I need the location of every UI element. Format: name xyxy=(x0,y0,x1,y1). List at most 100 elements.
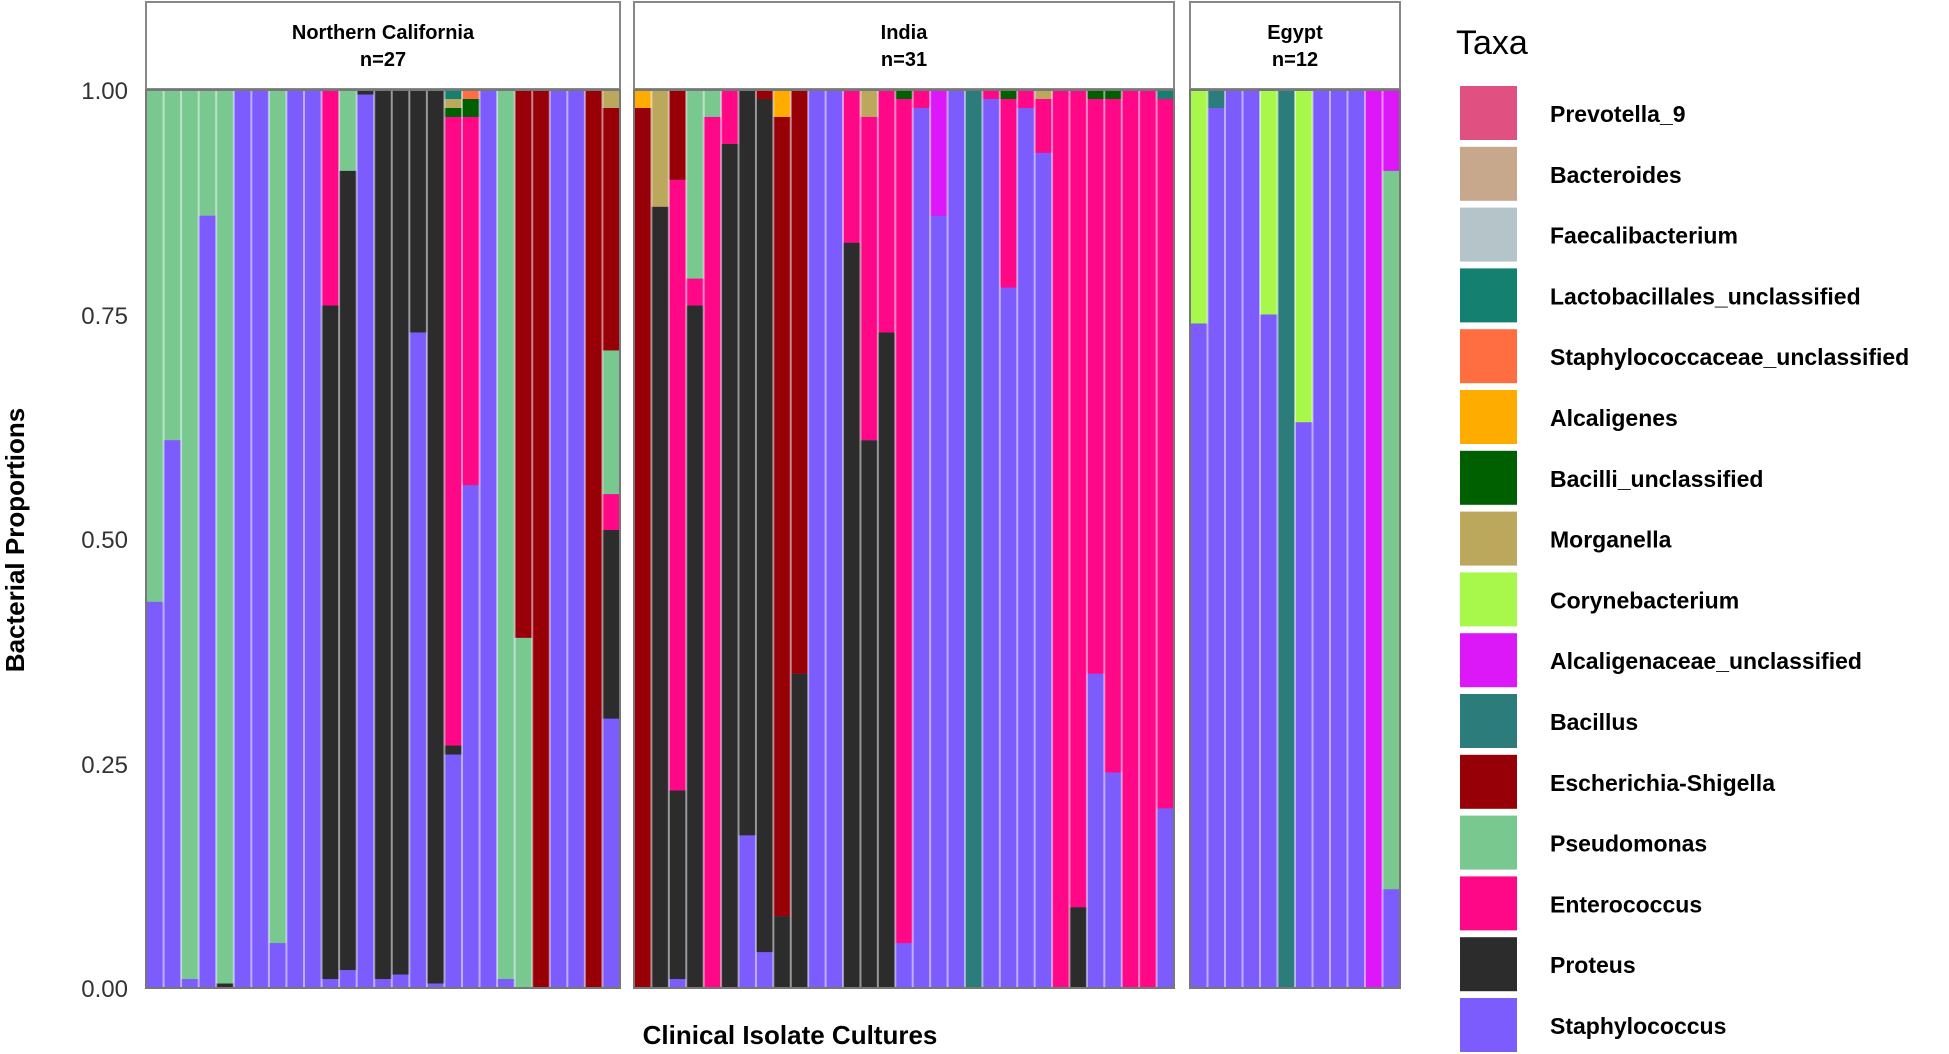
bar xyxy=(1016,90,1035,988)
bar xyxy=(998,90,1018,988)
legend-swatch xyxy=(1460,572,1517,627)
bar xyxy=(303,90,322,988)
bar xyxy=(1033,90,1053,989)
bar-segment-escherichia-shigella xyxy=(790,90,809,674)
bar-segment-staphylococcus xyxy=(1312,90,1330,988)
bar xyxy=(425,90,445,988)
bar-segment-proteus xyxy=(356,90,375,95)
bar xyxy=(601,90,620,988)
y-tick-label: 0.75 xyxy=(81,303,128,330)
bar-segment-pseudomonas xyxy=(602,350,620,495)
bar xyxy=(1364,90,1383,988)
bar-segment-staphylococcus xyxy=(947,90,965,988)
facet-title: India xyxy=(881,22,929,44)
bar-segment-pseudomonas xyxy=(514,637,533,988)
bar xyxy=(1329,90,1348,988)
bar-segment-enterococcus xyxy=(1086,98,1105,674)
bar-segment-proteus xyxy=(651,206,669,989)
legend-label: Faecalibacterium xyxy=(1550,223,1738,249)
bar-segment-proteus xyxy=(409,90,427,333)
bar-segment-proteus xyxy=(339,170,357,971)
bar xyxy=(667,90,687,988)
bar xyxy=(566,90,585,988)
bar-segment-staphylococcus xyxy=(982,98,1000,989)
bar xyxy=(876,90,896,989)
bar-segment-staphylococcus xyxy=(808,90,826,988)
bar-segment-proteus xyxy=(773,916,791,988)
bar-segment-staphylococcus xyxy=(286,90,304,988)
bar-segment-bacilli_unclassified xyxy=(1104,90,1122,99)
bar-segment-enterococcus xyxy=(860,116,878,441)
bar-segment-alcaligenaceae_unclassified xyxy=(930,90,948,216)
bar-segment-corynebacterium xyxy=(1295,90,1313,423)
bar-segment-pseudomonas xyxy=(198,90,217,216)
bar-segment-staphylococcus xyxy=(268,943,287,988)
bar-segment-staphylococcaceae_unclassified xyxy=(462,90,480,99)
bar xyxy=(650,90,669,989)
facet-panels: Northern California n=27 India n=31 Egypt n=1… xyxy=(145,1,1401,989)
bar xyxy=(461,90,480,988)
bar-segment-staphylococcus xyxy=(321,979,340,988)
bar-segment-staphylococcus xyxy=(479,90,498,988)
bar-segment-pseudomonas xyxy=(181,90,199,980)
bar xyxy=(1051,90,1070,988)
bar-segment-enterococcus xyxy=(444,116,462,746)
legend-swatch xyxy=(1460,329,1517,384)
legend-swatch xyxy=(1460,511,1517,566)
legend-swatch xyxy=(1460,754,1517,809)
bar xyxy=(1259,90,1278,988)
bar-segment-staphylococcus xyxy=(930,215,948,989)
y-axis: 1.00 0.75 0.50 0.25 0.00 xyxy=(81,78,128,1003)
bar-segment-proteus xyxy=(321,305,340,980)
bar xyxy=(946,90,965,988)
bar-segment-pseudomonas xyxy=(163,90,182,441)
bar-segment-enterococcus xyxy=(1139,90,1157,988)
bar xyxy=(929,90,948,989)
bar xyxy=(702,90,722,988)
bar-segment-escherichia-shigella xyxy=(773,116,791,917)
y-tick-label: 1.00 xyxy=(81,78,128,105)
bar-segment-proteus xyxy=(860,440,878,989)
legend-label: Enterococcus xyxy=(1550,891,1702,917)
bar-segment-proteus xyxy=(738,90,756,836)
bar xyxy=(772,90,791,988)
bar-segment-enterococcus xyxy=(982,90,1000,99)
bar-segment-enterococcus xyxy=(1052,90,1070,988)
bar-segment-corynebacterium xyxy=(1260,90,1278,315)
x-axis-title: Clinical Isolate Cultures xyxy=(643,1020,938,1050)
bar-segment-bacilli_unclassified xyxy=(444,107,462,117)
bar xyxy=(1190,90,1208,989)
legend-label: Pseudomonas xyxy=(1550,831,1707,857)
bar-segment-pseudomonas xyxy=(146,90,164,602)
legend-label: Alcaligenes xyxy=(1550,405,1678,431)
bar-segment-proteus xyxy=(721,143,739,988)
bar xyxy=(824,90,844,988)
bar xyxy=(1206,90,1225,988)
legend-label: Staphylococcus xyxy=(1550,1013,1726,1039)
bar-segment-bacillus xyxy=(1277,90,1295,988)
bar xyxy=(443,90,462,988)
bar-segment-escherichia-shigella xyxy=(514,90,533,638)
bar-segment-proteus xyxy=(755,98,774,953)
bar xyxy=(1224,90,1243,988)
bar-segment-enterococcus xyxy=(602,494,620,531)
bar-segment-enterococcus xyxy=(321,90,340,306)
bar-segment-pseudomonas xyxy=(268,90,287,944)
bar-segment-staphylococcus xyxy=(1242,90,1260,988)
bar-segment-enterococcus xyxy=(686,278,704,306)
bar-segment-corynebacterium xyxy=(1190,90,1208,324)
bar-segment-staphylococcus xyxy=(1330,90,1348,988)
bar xyxy=(685,90,704,988)
y-tick-label: 0.00 xyxy=(81,976,128,1003)
bar-segment-staphylococcus xyxy=(825,90,844,988)
bar xyxy=(180,90,199,988)
bar xyxy=(1138,90,1157,988)
bar xyxy=(737,90,756,988)
bar-segment-escherichia-shigella xyxy=(755,90,774,99)
panel-border xyxy=(633,89,1175,989)
bar xyxy=(842,90,861,988)
bar-segment-staphylococcus xyxy=(426,983,445,988)
bar xyxy=(338,90,357,988)
bar-segment-proteus xyxy=(686,305,704,988)
bar xyxy=(1155,90,1174,988)
